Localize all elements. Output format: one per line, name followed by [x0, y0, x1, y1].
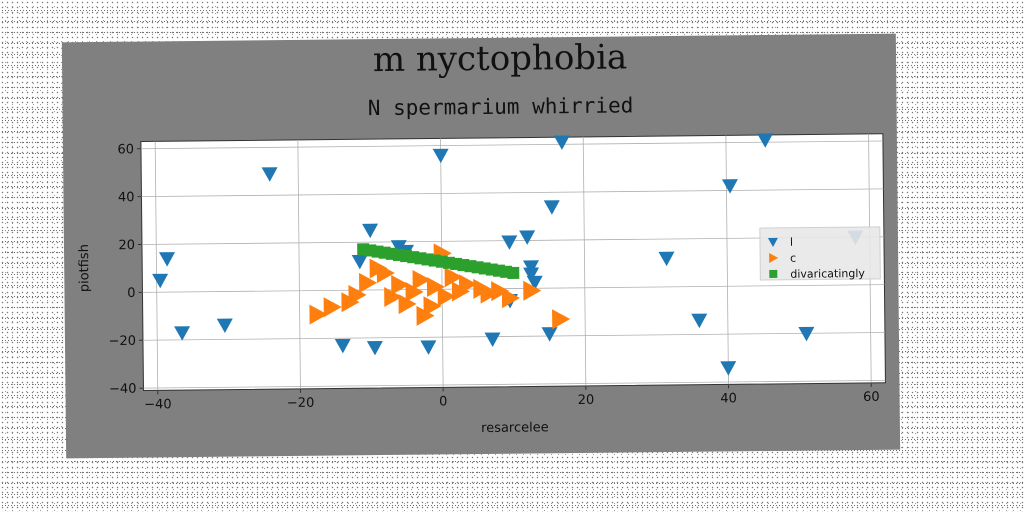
chart-title: m nyctophobia: [373, 37, 628, 80]
point-l-9: [390, 240, 407, 255]
x-tick-label-1: −20: [287, 396, 315, 411]
y-axis-label: piotfish: [77, 244, 93, 292]
legend-label-c: c: [790, 252, 796, 265]
point-l-4: [261, 167, 278, 182]
x-gridline-3: [582, 136, 587, 386]
point-l-26: [721, 179, 738, 194]
point-c-11: [412, 269, 431, 290]
point-l-18: [523, 267, 540, 282]
point-c-22: [491, 281, 510, 302]
x-gridline-1: [297, 139, 301, 389]
tick-layer: −40 −20 0 20 40 60 −40 −20 0 20 40 60: [108, 142, 880, 412]
point-l-3: [216, 318, 233, 334]
chart-svg: m nyctophobia N spermarium whirried −40−…: [77, 37, 886, 436]
y-tick-label-0: −40: [109, 382, 137, 397]
point-c-9: [398, 294, 417, 315]
x-tick-label-4: 40: [720, 391, 737, 406]
point-l-12: [432, 148, 449, 164]
y-gridline-4: [141, 188, 884, 198]
legend-label-l: l: [790, 236, 793, 249]
point-c-7: [384, 287, 403, 308]
point-c-6: [376, 263, 395, 284]
point-l-23: [658, 251, 675, 267]
x-tick-label-5: 60: [863, 390, 880, 405]
x-tick-label-2: 0: [439, 394, 447, 409]
point-c-3: [348, 285, 367, 306]
legend-marker-c: [769, 252, 779, 263]
point-l-27: [757, 133, 774, 148]
point-c-0: [309, 304, 328, 325]
point-c-12: [416, 305, 435, 326]
marks-layer: [152, 133, 864, 376]
point-c-24: [523, 280, 542, 301]
y-gridline-1: [142, 332, 885, 341]
y-gridline-2: [142, 284, 885, 293]
y-gridline-0: [143, 379, 886, 389]
point-l-22: [553, 135, 570, 150]
y-gridline-5: [140, 140, 883, 150]
point-c-8: [391, 274, 410, 295]
chart-figure: m nyctophobia N spermarium whirried −40−…: [61, 33, 901, 459]
point-l-5: [334, 338, 351, 354]
series-l: [152, 133, 864, 376]
legend-box: [759, 226, 881, 281]
point-l-21: [543, 200, 560, 215]
point-c-16: [437, 286, 456, 307]
point-l-1: [159, 252, 176, 267]
point-c-17: [444, 267, 463, 288]
legend-label-divaricatingly: divaricatingly: [790, 267, 865, 281]
point-l-17: [522, 260, 539, 275]
y-tick-label-3: 20: [118, 238, 135, 253]
point-l-15: [501, 235, 518, 250]
point-l-0: [152, 273, 169, 289]
legend-marker-l: [767, 237, 778, 247]
point-c-19: [458, 274, 478, 295]
x-gridline-0: [154, 141, 159, 391]
point-c-10: [405, 282, 424, 303]
point-c-14: [426, 277, 445, 298]
chart-subtitle: N spermarium whirried: [368, 93, 634, 120]
x-tick-label-3: 20: [578, 393, 595, 408]
y-tick-label-5: 60: [117, 142, 134, 157]
point-c-4: [359, 272, 378, 293]
point-c-1: [323, 297, 342, 318]
point-c-21: [480, 283, 499, 304]
point-l-7: [362, 223, 379, 239]
series-divaricatingly: [357, 243, 520, 279]
point-l-24: [691, 313, 708, 329]
point-l-6: [351, 254, 368, 270]
x-gridline-4: [725, 135, 729, 385]
point-l-2: [174, 326, 191, 341]
point-l-25: [720, 361, 737, 376]
x-axis-label: resarcelee: [481, 420, 549, 436]
point-c-25: [552, 309, 571, 330]
point-l-28: [798, 326, 815, 342]
legend: lc divaricatingly: [759, 226, 881, 281]
point-l-19: [526, 275, 543, 291]
series-c: [309, 243, 571, 330]
point-divaricatingly-21: [507, 266, 520, 279]
y-tick-label-4: 40: [118, 190, 135, 205]
point-c-13: [423, 296, 442, 317]
point-c-23: [501, 288, 520, 309]
point-l-11: [420, 340, 437, 355]
point-l-20: [541, 327, 558, 342]
legend-marker-divaricatingly: [769, 269, 778, 278]
y-tick-label-2: 0: [127, 286, 135, 301]
point-l-8: [366, 340, 383, 356]
point-l-13: [484, 332, 501, 347]
point-l-16: [519, 230, 536, 245]
x-tick-label-0: −40: [144, 397, 172, 412]
y-tick-label-1: −20: [108, 334, 136, 349]
